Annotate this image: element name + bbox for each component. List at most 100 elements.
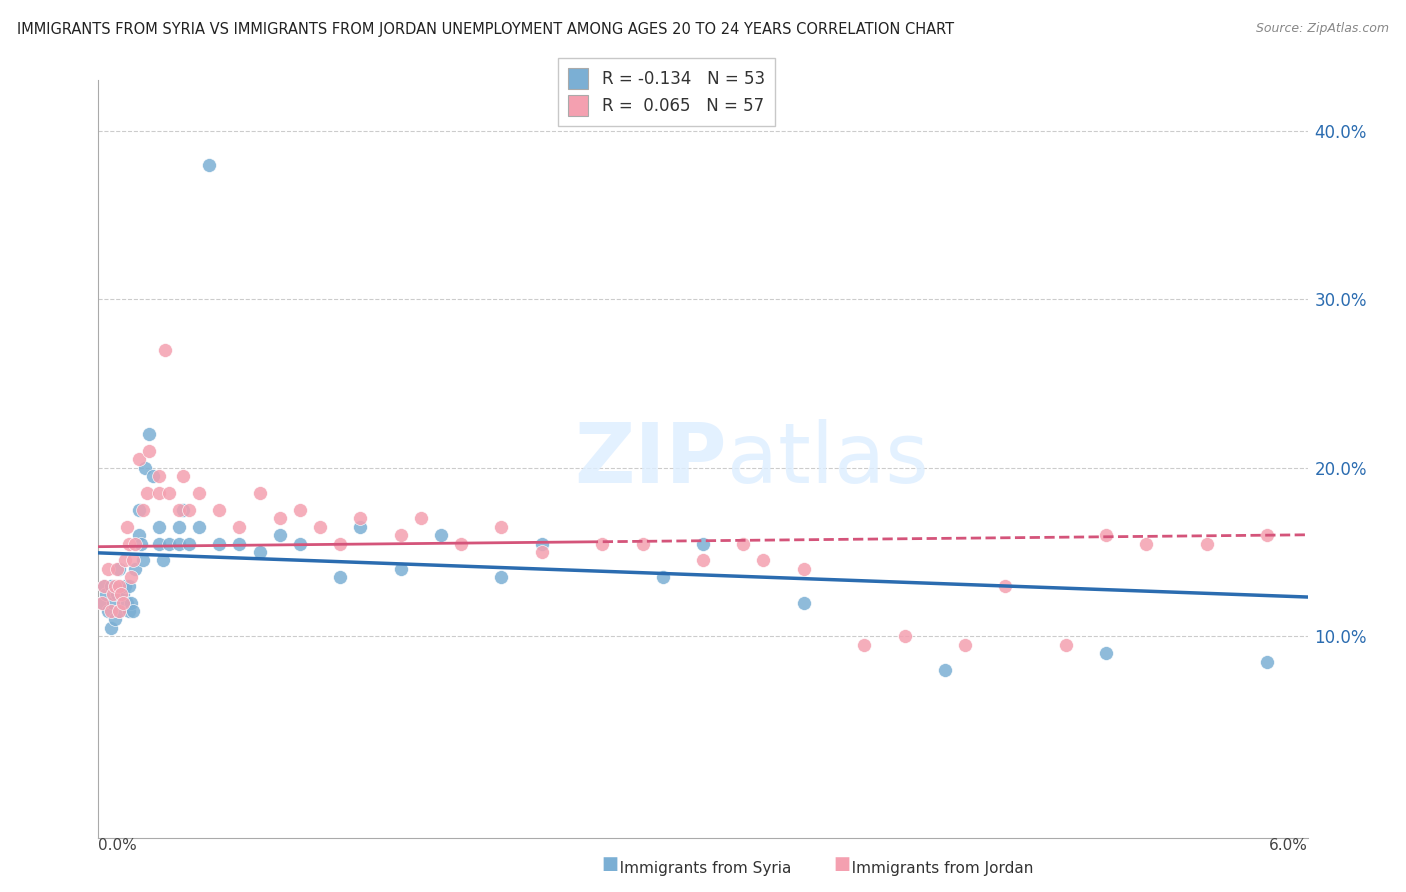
Point [97, 562, 120, 576]
Point [179, 536, 201, 550]
Point [132, 553, 155, 567]
Point [1054, 638, 1077, 652]
Point [138, 444, 160, 458]
Point [148, 486, 170, 500]
Point [329, 536, 352, 550]
Point [491, 570, 513, 584]
Point [934, 663, 956, 677]
Point [128, 528, 150, 542]
Point [111, 587, 134, 601]
Point [530, 536, 553, 550]
Point [132, 503, 155, 517]
Point [135, 486, 157, 500]
Point [124, 562, 146, 576]
Point [793, 596, 815, 610]
Point [530, 545, 553, 559]
Point [179, 503, 201, 517]
Point [953, 638, 976, 652]
Point [115, 596, 138, 610]
Point [329, 570, 352, 584]
Point [1095, 528, 1118, 542]
Point [1195, 536, 1218, 550]
Point [692, 553, 714, 567]
Point [631, 536, 654, 550]
Point [269, 528, 291, 542]
Point [120, 596, 142, 610]
Point [591, 536, 613, 550]
Point [111, 596, 134, 610]
Point [228, 536, 250, 550]
Point [430, 528, 453, 542]
Point [793, 562, 815, 576]
Point [142, 469, 165, 483]
Text: ■: ■ [602, 855, 619, 873]
Point [101, 587, 124, 601]
Point [97, 604, 120, 618]
Point [269, 511, 291, 525]
Point [188, 520, 211, 534]
Point [114, 553, 136, 567]
Point [138, 427, 160, 442]
Point [148, 469, 170, 483]
Text: atlas: atlas [727, 419, 929, 500]
Point [118, 604, 141, 618]
Point [118, 579, 141, 593]
Point [103, 612, 125, 626]
Point [93, 579, 115, 593]
Point [148, 520, 170, 534]
Text: Immigrants from Jordan: Immigrants from Jordan [837, 861, 1033, 876]
Point [692, 536, 714, 550]
Point [107, 562, 129, 576]
Point [148, 536, 170, 550]
Point [100, 579, 122, 593]
Point [249, 545, 271, 559]
Point [152, 553, 174, 567]
Point [124, 536, 146, 550]
Point [107, 579, 129, 593]
Point [1256, 655, 1278, 669]
Point [349, 520, 371, 534]
Point [157, 536, 180, 550]
Point [1095, 646, 1118, 660]
Point [128, 452, 150, 467]
Point [409, 511, 432, 525]
Point [93, 579, 115, 593]
Point [172, 503, 194, 517]
Text: 0.0%: 0.0% [98, 838, 138, 854]
Point [288, 536, 311, 550]
Text: 6.0%: 6.0% [1268, 838, 1308, 854]
Point [198, 157, 221, 171]
Text: Source: ZipAtlas.com: Source: ZipAtlas.com [1256, 22, 1389, 36]
Point [121, 553, 143, 567]
Text: IMMIGRANTS FROM SYRIA VS IMMIGRANTS FROM JORDAN UNEMPLOYMENT AMONG AGES 20 TO 24: IMMIGRANTS FROM SYRIA VS IMMIGRANTS FROM… [17, 22, 955, 37]
Point [167, 520, 190, 534]
Point [101, 596, 124, 610]
Point [105, 562, 128, 576]
Text: ■: ■ [834, 855, 851, 873]
Point [249, 486, 271, 500]
Point [118, 536, 141, 550]
Point [110, 587, 132, 601]
Point [129, 536, 152, 550]
Point [228, 520, 250, 534]
Point [121, 604, 143, 618]
Point [115, 520, 138, 534]
Point [167, 503, 190, 517]
Point [1256, 528, 1278, 542]
Point [107, 604, 129, 618]
Point [120, 570, 142, 584]
Text: ZIP: ZIP [575, 419, 727, 500]
Point [208, 503, 231, 517]
Point [733, 536, 755, 550]
Point [1135, 536, 1157, 550]
Point [893, 629, 915, 643]
Point [208, 536, 231, 550]
Point [91, 596, 114, 610]
Point [153, 343, 176, 357]
Point [651, 570, 673, 584]
Point [91, 596, 114, 610]
Point [157, 486, 180, 500]
Point [994, 579, 1017, 593]
Point [853, 638, 876, 652]
Point [167, 536, 190, 550]
